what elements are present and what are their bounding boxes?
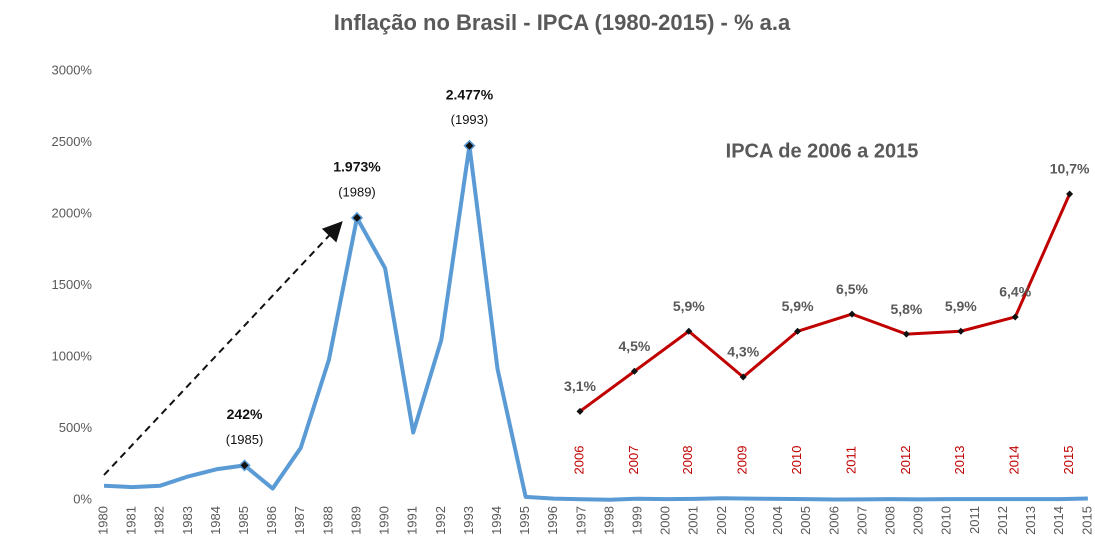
x-tick-label: 2006 [826,506,841,535]
x-tick-label: 2001 [686,506,701,535]
x-tick-label: 1985 [236,506,251,535]
x-tick-label: 2010 [939,506,954,535]
data-line [103,143,1088,502]
x-tick-label: 2014 [1051,506,1066,535]
x-tick-label: 2013 [1023,506,1038,535]
y-tick-label: 0% [73,491,92,506]
y-tick-label: 500% [59,420,93,435]
x-tick-label: 2009 [735,446,750,475]
x-tick-label: 2008 [680,446,695,475]
x-tick-label: 2012 [898,446,913,475]
x-tick-label: 2015 [1061,446,1076,475]
x-tick-label: 2007 [626,446,641,475]
value-label: 6,5% [836,281,868,297]
x-tick-label: 1995 [517,506,532,535]
value-label: 5,9% [782,298,814,314]
point-marker [794,327,802,335]
x-tick-label: 1984 [208,506,223,535]
x-tick-label: 2013 [952,446,967,475]
point-marker [957,327,965,335]
y-tick-label: 1500% [52,277,93,292]
point-marker [576,407,584,415]
x-tick-label: 2007 [854,506,869,535]
value-label: 5,9% [945,298,977,314]
point-marker [685,327,693,335]
x-tick-label: 1998 [601,506,616,535]
point-note: (1993) [451,112,489,127]
point-marker [238,459,251,472]
x-tick-label: 1991 [405,506,420,535]
x-tick-label: 1989 [348,506,363,535]
x-tick-label: 1997 [573,506,588,535]
value-label: 2.477% [446,86,494,102]
y-tick-label: 1000% [52,348,93,363]
x-tick-label: 1983 [180,506,195,535]
x-tick-label: 1990 [377,506,392,535]
value-label: 5,9% [673,298,705,314]
value-label: 3,1% [564,378,596,394]
point-marker [902,330,910,338]
value-label: 4,3% [727,344,759,360]
point-marker [1066,190,1074,198]
chart-title: Inflação no Brasil - IPCA (1980-2015) - … [334,10,791,35]
x-tick-label: 2003 [742,506,757,535]
x-tick-label: 1980 [95,506,110,535]
value-label: 4,5% [618,338,650,354]
inset-title: IPCA de 2006 a 2015 [726,140,919,162]
point-marker [630,367,638,375]
trend-arrow [103,221,343,476]
value-label: 10,7% [1050,161,1090,177]
data-line [579,193,1071,413]
x-tick-label: 1986 [264,506,279,535]
x-tick-label: 2015 [1079,506,1094,535]
point-marker [848,310,856,318]
x-tick-label: 1996 [545,506,560,535]
value-label: 1.973% [333,159,381,175]
value-label: 6,4% [999,284,1031,300]
point-note: (1989) [338,184,376,199]
x-tick-label: 1992 [433,506,448,535]
y-tick-label: 2500% [52,134,93,149]
x-tick-label: 2010 [789,446,804,475]
x-tick-label: 2004 [770,506,785,535]
point-note: (1985) [226,432,264,447]
point-marker [1011,313,1019,321]
point-marker [463,139,476,152]
x-tick-label: 2006 [571,446,586,475]
x-tick-label: 1982 [152,506,167,535]
x-tick-label: 2005 [798,506,813,535]
x-tick-label: 1999 [630,506,645,535]
y-tick-label: 2000% [52,205,93,220]
x-tick-label: 2012 [995,506,1010,535]
x-tick-label: 2011 [967,506,982,534]
point-marker [739,373,747,381]
point-marker [350,211,364,224]
x-tick-label: 2014 [1007,446,1022,475]
x-tick-label: 1987 [292,506,307,535]
y-tick-label: 3000% [52,62,93,77]
x-tick-label: 2009 [911,506,926,535]
x-tick-label: 2002 [714,506,729,535]
x-tick-label: 1994 [489,506,504,535]
x-tick-label: 2011 [843,446,858,474]
value-label: 242% [227,406,263,422]
x-tick-label: 1981 [124,506,139,535]
x-tick-label: 2000 [658,506,673,535]
x-tick-label: 2008 [883,506,898,535]
x-tick-label: 1993 [461,506,476,535]
x-tick-label: 1988 [320,506,335,535]
value-label: 5,8% [890,301,922,317]
